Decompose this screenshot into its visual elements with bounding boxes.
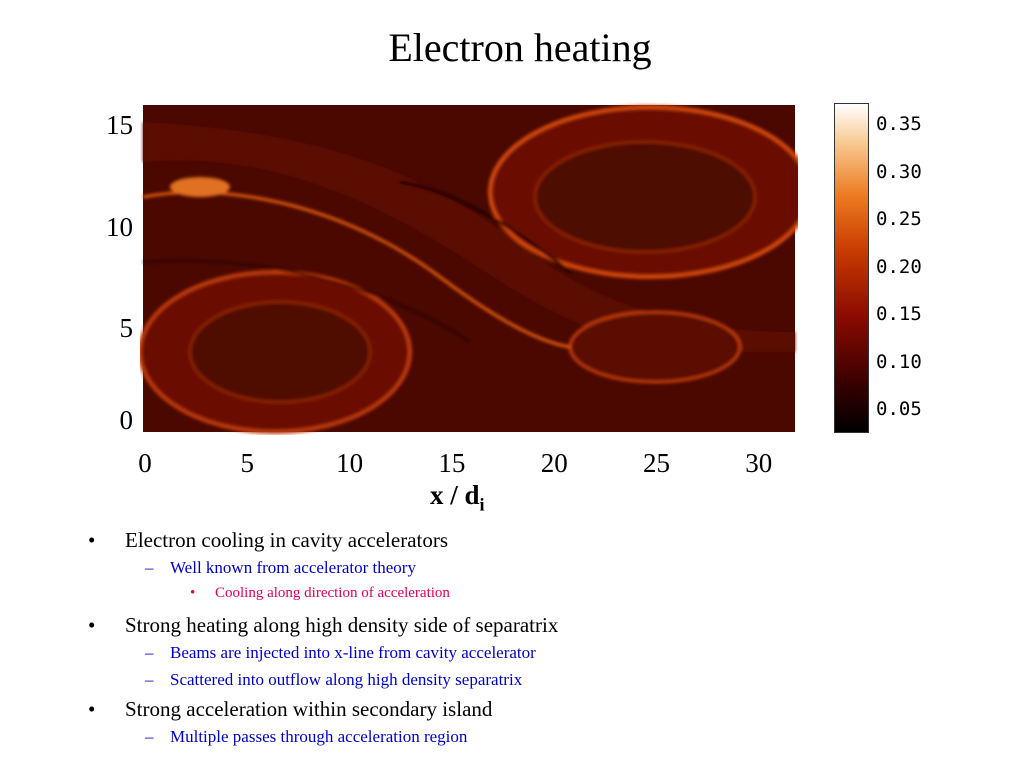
x-tick-label: 5 (240, 448, 255, 478)
bullet-marker: • (88, 528, 96, 552)
bullet-text: Strong heating along high density side o… (125, 613, 559, 637)
bullet-text: Multiple passes through acceleration reg… (170, 727, 468, 746)
bullet-marker: • (190, 585, 196, 601)
colorbar-tick-label: 0.35 (876, 113, 922, 135)
bullet-marker: – (145, 670, 154, 689)
bullet-marker: • (88, 697, 96, 721)
bullet-text: Electron cooling in cavity accelerators (125, 528, 449, 552)
bullet-text: Strong acceleration within secondary isl… (125, 697, 493, 721)
x-label-subscript: i (479, 494, 485, 515)
x-tick-label: 30 (745, 448, 773, 478)
x-axis-label: x / di (430, 480, 485, 515)
colorbar-tick-label: 0.25 (876, 208, 922, 230)
bullet-text: Well known from accelerator theory (170, 558, 416, 577)
colorbar-tick-label: 0.15 (876, 303, 922, 325)
y-tick-label: 5 (119, 313, 134, 343)
colorbar (834, 103, 869, 433)
slide-title: Electron heating (388, 25, 652, 70)
x-tick-label: 10 (336, 448, 364, 478)
y-tick-label: 0 (119, 405, 134, 435)
heatmap-image (140, 102, 798, 435)
x-tick-label: 20 (540, 448, 568, 478)
x-tick-label: 25 (643, 448, 670, 478)
colorbar-tick-label: 0.30 (876, 160, 922, 183)
y-tick-label: 10 (106, 212, 133, 242)
colorbar-tick-label: 0.10 (876, 350, 922, 373)
bullet-marker: – (145, 558, 154, 577)
bullet-marker: • (88, 613, 96, 637)
x-tick-label: 15 (438, 448, 466, 478)
colorbar-tick-label: 0.20 (876, 255, 922, 278)
x-label-text: x / d (430, 480, 480, 510)
y-tick-label: 15 (106, 110, 133, 140)
bullet-text: Beams are injected into x-line from cavi… (170, 643, 536, 662)
colorbar-tick-label: 0.05 (876, 398, 922, 420)
bullet-text: Scattered into outflow along high densit… (170, 670, 523, 689)
bullet-marker: – (145, 643, 154, 662)
bullet-text: Cooling along direction of acceleration (215, 585, 450, 601)
bullet-marker: – (145, 727, 154, 746)
x-tick-label: 0 (138, 448, 152, 478)
